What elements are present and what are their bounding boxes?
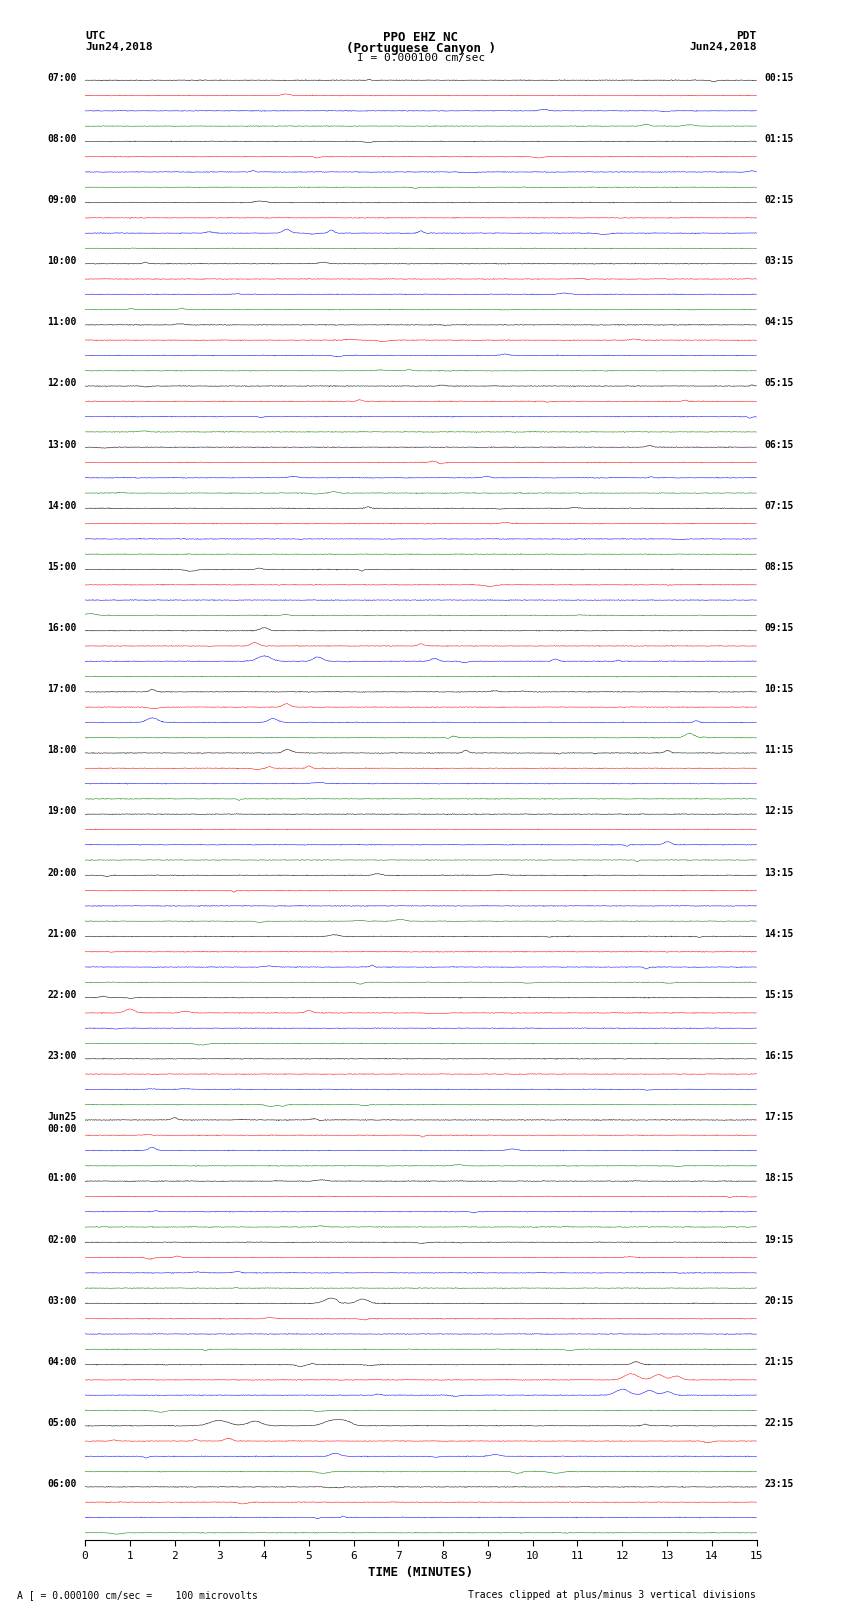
Text: 01:00: 01:00 bbox=[48, 1174, 77, 1184]
Text: 06:15: 06:15 bbox=[764, 440, 794, 450]
Text: PDT: PDT bbox=[736, 31, 756, 40]
Text: 05:00: 05:00 bbox=[48, 1418, 77, 1428]
Text: 18:00: 18:00 bbox=[48, 745, 77, 755]
Text: 21:00: 21:00 bbox=[48, 929, 77, 939]
Text: 07:15: 07:15 bbox=[764, 500, 794, 511]
Text: 00:15: 00:15 bbox=[764, 73, 794, 82]
Text: 08:15: 08:15 bbox=[764, 561, 794, 573]
Text: Jun25
00:00: Jun25 00:00 bbox=[48, 1113, 77, 1134]
Text: 16:00: 16:00 bbox=[48, 623, 77, 632]
Text: 20:00: 20:00 bbox=[48, 868, 77, 877]
Text: 09:00: 09:00 bbox=[48, 195, 77, 205]
Text: 02:15: 02:15 bbox=[764, 195, 794, 205]
Text: 16:15: 16:15 bbox=[764, 1052, 794, 1061]
Text: 06:00: 06:00 bbox=[48, 1479, 77, 1489]
Text: A [ = 0.000100 cm/sec =    100 microvolts: A [ = 0.000100 cm/sec = 100 microvolts bbox=[17, 1590, 258, 1600]
Text: 17:00: 17:00 bbox=[48, 684, 77, 694]
Text: 04:00: 04:00 bbox=[48, 1357, 77, 1366]
Text: Jun24,2018: Jun24,2018 bbox=[689, 42, 756, 52]
Text: 17:15: 17:15 bbox=[764, 1113, 794, 1123]
Text: 10:15: 10:15 bbox=[764, 684, 794, 694]
Text: 05:15: 05:15 bbox=[764, 379, 794, 389]
Text: (Portuguese Canyon ): (Portuguese Canyon ) bbox=[346, 42, 496, 55]
Text: 12:00: 12:00 bbox=[48, 379, 77, 389]
Text: 10:00: 10:00 bbox=[48, 256, 77, 266]
Text: 13:00: 13:00 bbox=[48, 440, 77, 450]
Text: 01:15: 01:15 bbox=[764, 134, 794, 144]
Text: 04:15: 04:15 bbox=[764, 318, 794, 327]
Text: UTC: UTC bbox=[85, 31, 105, 40]
Text: 07:00: 07:00 bbox=[48, 73, 77, 82]
Text: 20:15: 20:15 bbox=[764, 1295, 794, 1307]
Text: 14:00: 14:00 bbox=[48, 500, 77, 511]
Text: 14:15: 14:15 bbox=[764, 929, 794, 939]
Text: 13:15: 13:15 bbox=[764, 868, 794, 877]
Text: 22:15: 22:15 bbox=[764, 1418, 794, 1428]
Text: 19:00: 19:00 bbox=[48, 806, 77, 816]
Text: 23:15: 23:15 bbox=[764, 1479, 794, 1489]
Text: 03:00: 03:00 bbox=[48, 1295, 77, 1307]
Text: Jun24,2018: Jun24,2018 bbox=[85, 42, 152, 52]
Text: 02:00: 02:00 bbox=[48, 1234, 77, 1245]
Text: I = 0.000100 cm/sec: I = 0.000100 cm/sec bbox=[357, 53, 484, 63]
Text: 12:15: 12:15 bbox=[764, 806, 794, 816]
Text: 18:15: 18:15 bbox=[764, 1174, 794, 1184]
Text: 08:00: 08:00 bbox=[48, 134, 77, 144]
Text: 21:15: 21:15 bbox=[764, 1357, 794, 1366]
Text: 19:15: 19:15 bbox=[764, 1234, 794, 1245]
Text: 15:15: 15:15 bbox=[764, 990, 794, 1000]
Text: 03:15: 03:15 bbox=[764, 256, 794, 266]
Text: PPO EHZ NC: PPO EHZ NC bbox=[383, 31, 458, 44]
Text: Traces clipped at plus/minus 3 vertical divisions: Traces clipped at plus/minus 3 vertical … bbox=[468, 1590, 756, 1600]
Text: 22:00: 22:00 bbox=[48, 990, 77, 1000]
Text: 09:15: 09:15 bbox=[764, 623, 794, 632]
Text: 11:00: 11:00 bbox=[48, 318, 77, 327]
Text: 15:00: 15:00 bbox=[48, 561, 77, 573]
X-axis label: TIME (MINUTES): TIME (MINUTES) bbox=[368, 1566, 473, 1579]
Text: 23:00: 23:00 bbox=[48, 1052, 77, 1061]
Text: 11:15: 11:15 bbox=[764, 745, 794, 755]
